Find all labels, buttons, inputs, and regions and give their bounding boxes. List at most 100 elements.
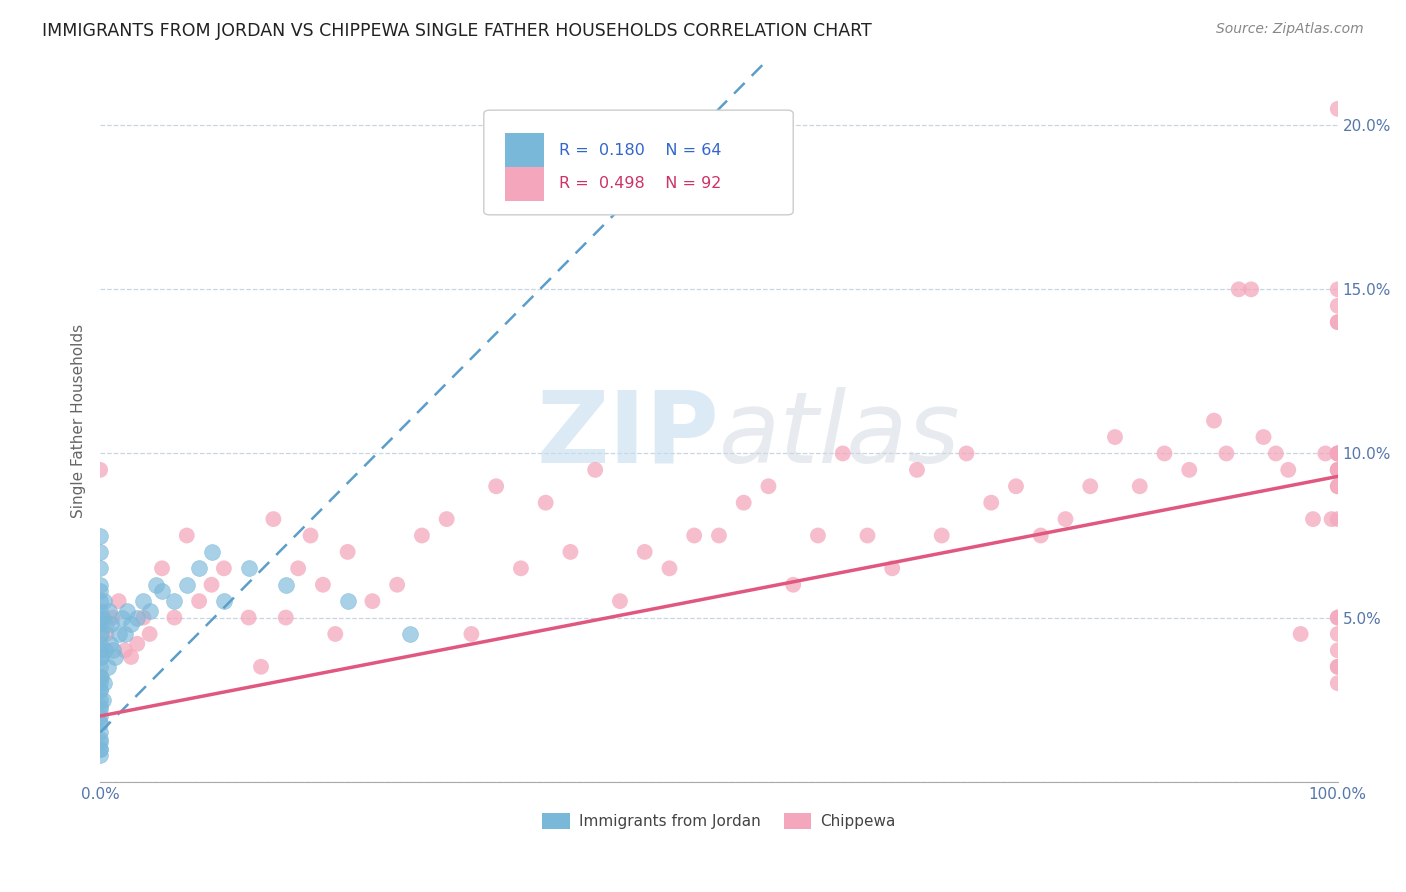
FancyBboxPatch shape xyxy=(484,110,793,215)
Text: atlas: atlas xyxy=(718,386,960,483)
Point xyxy=(111,610,134,624)
Point xyxy=(89,604,111,618)
Point xyxy=(1326,446,1348,460)
Text: ZIP: ZIP xyxy=(536,386,718,483)
Point xyxy=(1253,430,1275,444)
Point xyxy=(1326,299,1348,313)
Point xyxy=(1264,446,1286,460)
Point xyxy=(120,617,142,632)
Point xyxy=(299,528,322,542)
Point xyxy=(120,649,142,664)
Point xyxy=(1315,446,1337,460)
Point xyxy=(609,594,631,608)
Point xyxy=(560,545,582,559)
Point xyxy=(683,528,706,542)
Point xyxy=(100,617,122,632)
Point xyxy=(238,561,260,575)
Point xyxy=(89,670,111,684)
Point xyxy=(1104,430,1126,444)
Point xyxy=(1153,446,1175,460)
Point xyxy=(89,561,111,575)
Point xyxy=(89,594,111,608)
Point xyxy=(101,643,124,657)
Point xyxy=(1277,463,1299,477)
Point xyxy=(323,627,346,641)
Point xyxy=(89,610,111,624)
Point xyxy=(460,627,482,641)
Point xyxy=(312,578,335,592)
Point xyxy=(93,594,115,608)
Point xyxy=(274,578,297,592)
Point xyxy=(782,578,804,592)
Y-axis label: Single Father Households: Single Father Households xyxy=(72,324,86,517)
Point xyxy=(188,561,211,575)
Point xyxy=(1326,446,1348,460)
Point xyxy=(1326,676,1348,690)
Point xyxy=(114,643,136,657)
Point xyxy=(212,561,235,575)
Point xyxy=(89,545,111,559)
Point xyxy=(117,604,139,618)
Point xyxy=(1326,479,1348,493)
Point xyxy=(398,627,420,641)
Point xyxy=(96,627,118,641)
Point xyxy=(89,637,111,651)
Point xyxy=(1078,479,1101,493)
Point xyxy=(274,610,297,624)
Point xyxy=(89,627,111,641)
Point xyxy=(1326,463,1348,477)
Point xyxy=(287,561,309,575)
Point xyxy=(1320,512,1343,526)
Point xyxy=(93,676,115,690)
Point xyxy=(90,670,112,684)
Point xyxy=(89,584,111,599)
Point xyxy=(1215,446,1237,460)
Point xyxy=(485,479,508,493)
Point xyxy=(1326,610,1348,624)
Point xyxy=(1326,282,1348,296)
Point xyxy=(89,742,111,756)
Point xyxy=(1326,315,1348,329)
Point xyxy=(89,715,111,730)
Text: R =  0.180    N = 64: R = 0.180 N = 64 xyxy=(560,144,721,158)
Point xyxy=(89,682,111,697)
Point xyxy=(138,627,160,641)
Point xyxy=(127,610,149,624)
Point xyxy=(94,643,117,657)
Text: R =  0.498    N = 92: R = 0.498 N = 92 xyxy=(560,177,721,192)
Point xyxy=(510,561,533,575)
Point xyxy=(238,610,260,624)
Point xyxy=(89,578,111,592)
Point xyxy=(89,660,111,674)
Point xyxy=(188,594,211,608)
Point xyxy=(1326,643,1348,657)
Point xyxy=(176,528,198,542)
Point xyxy=(200,545,222,559)
Point xyxy=(91,692,114,706)
Point xyxy=(89,682,111,697)
Point xyxy=(89,731,111,746)
Point xyxy=(1326,479,1348,493)
Point xyxy=(807,528,830,542)
Point xyxy=(89,643,111,657)
Point xyxy=(89,528,111,542)
Point xyxy=(212,594,235,608)
Point xyxy=(250,660,273,674)
Point xyxy=(1326,610,1348,624)
Point xyxy=(127,637,149,651)
Point xyxy=(138,604,160,618)
Point xyxy=(262,512,284,526)
Point xyxy=(89,699,111,714)
Point xyxy=(107,594,129,608)
Point xyxy=(101,610,124,624)
Text: Source: ZipAtlas.com: Source: ZipAtlas.com xyxy=(1216,22,1364,37)
Text: IMMIGRANTS FROM JORDAN VS CHIPPEWA SINGLE FATHER HOUSEHOLDS CORRELATION CHART: IMMIGRANTS FROM JORDAN VS CHIPPEWA SINGL… xyxy=(42,22,872,40)
Point xyxy=(90,627,112,641)
Point xyxy=(707,528,730,542)
Point xyxy=(831,446,853,460)
Point xyxy=(1326,446,1348,460)
Point xyxy=(145,578,167,592)
Point xyxy=(89,715,111,730)
Point xyxy=(89,748,111,763)
Point xyxy=(91,610,114,624)
